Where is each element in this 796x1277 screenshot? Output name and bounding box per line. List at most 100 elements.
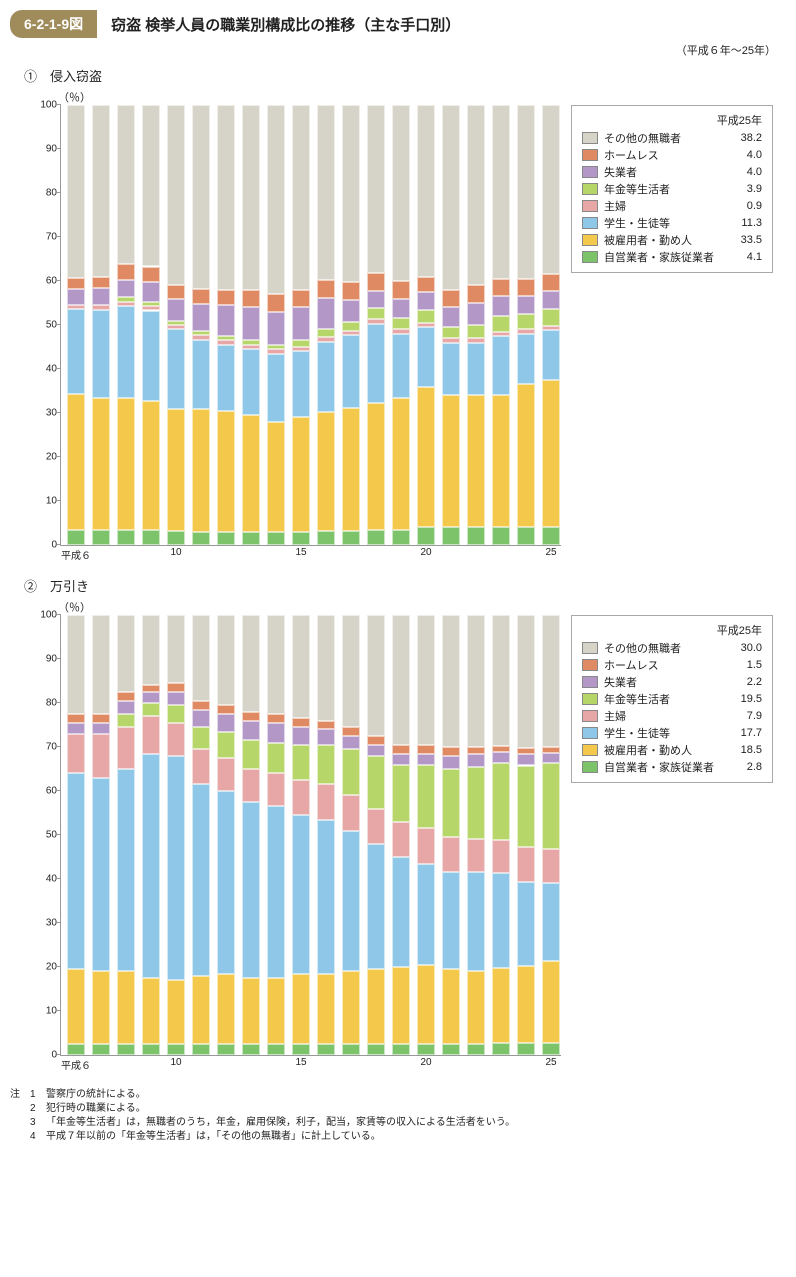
bar-segment-hikoy	[367, 969, 385, 1044]
bar-segment-shitsu	[292, 727, 310, 745]
bar-segment-hikoy	[542, 380, 560, 527]
bar-segment-homeless	[167, 683, 185, 692]
bar-segment-jiei	[117, 530, 135, 545]
legend-label: 主婦	[604, 198, 728, 214]
bar-segment-homeless	[67, 278, 85, 289]
bar	[142, 105, 160, 545]
bar-segment-sonota	[167, 615, 185, 683]
bar-segment-hikoy	[517, 384, 535, 527]
legend-swatch	[582, 234, 598, 246]
bar-segment-gakusei	[492, 336, 510, 395]
bar-segment-gakusei	[267, 806, 285, 978]
legend-row: 年金等生活者3.9	[582, 181, 762, 197]
bar-segment-gakusei	[292, 815, 310, 973]
bar-segment-shitsu	[142, 692, 160, 703]
y-tick-label: 100	[40, 610, 61, 621]
bar-segment-nenkin	[367, 308, 385, 319]
legend-manbiki: 平成25年その他の無職者30.0ホームレス1.5失業者2.2年金等生活者19.5…	[571, 615, 773, 783]
bar-segment-shitsu	[517, 296, 535, 314]
bar-segment-homeless	[542, 747, 560, 754]
legend-value: 1.5	[728, 659, 762, 671]
legend-label: 主婦	[604, 708, 728, 724]
legend-value: 19.5	[728, 693, 762, 705]
bar-segment-hikoy	[342, 971, 360, 1044]
legend-label: 自営業者・家族従業者	[604, 249, 728, 265]
figure-title: 窃盗 検挙人員の職業別構成比の推移（主な手口別）	[111, 14, 460, 35]
bar-segment-shufu	[292, 347, 310, 351]
bar-segment-gakusei	[417, 864, 435, 965]
bar-segment-jiei	[117, 1044, 135, 1055]
bar	[142, 615, 160, 1055]
note-number: 2	[30, 1102, 46, 1116]
bar-segment-hikoy	[367, 403, 385, 531]
legend-swatch	[582, 217, 598, 229]
bar-segment-jiei	[467, 1044, 485, 1055]
bar-segment-hikoy	[92, 971, 110, 1044]
bar-segment-shufu	[267, 773, 285, 806]
legend-row: 失業者4.0	[582, 164, 762, 180]
legend-value: 18.5	[728, 744, 762, 756]
legend-label: ホームレス	[604, 657, 728, 673]
bar-segment-shitsu	[167, 692, 185, 705]
y-tick-label: 60	[46, 786, 61, 797]
bar-segment-sonota	[492, 105, 510, 279]
bar	[542, 615, 560, 1055]
bar-segment-shufu	[192, 335, 210, 339]
legend-row: その他の無職者30.0	[582, 640, 762, 656]
bar-segment-gakusei	[92, 310, 110, 398]
bar-segment-hikoy	[417, 965, 435, 1044]
bar-segment-shitsu	[542, 753, 560, 763]
bar-segment-hikoy	[67, 394, 85, 530]
bar-segment-shufu	[242, 345, 260, 349]
bar-segment-jiei	[467, 527, 485, 545]
bar-segment-sonota	[317, 615, 335, 721]
bar-segment-gakusei	[442, 872, 460, 969]
bar-segment-hikoy	[167, 980, 185, 1044]
bar-segment-jiei	[417, 527, 435, 545]
bar-segment-gakusei	[67, 309, 85, 394]
bar-segment-shufu	[317, 337, 335, 341]
legend-row: 年金等生活者19.5	[582, 691, 762, 707]
bar-segment-homeless	[492, 279, 510, 297]
legend-swatch	[582, 744, 598, 756]
bar-segment-hikoy	[267, 422, 285, 532]
bar-segment-sonota	[367, 105, 385, 273]
bar-segment-nenkin	[117, 714, 135, 727]
bar-segment-jiei	[92, 530, 110, 545]
legend-value: 30.0	[728, 642, 762, 654]
bar-segment-hikoy	[192, 976, 210, 1044]
bar-segment-nenkin	[292, 340, 310, 347]
bar-segment-gakusei	[267, 354, 285, 422]
bar-segment-sonota	[92, 615, 110, 714]
legend-value: 4.0	[728, 166, 762, 178]
bar	[192, 105, 210, 545]
note-number: 4	[30, 1130, 46, 1144]
bar-segment-jiei	[142, 530, 160, 545]
bar-segment-shufu	[342, 795, 360, 830]
bar-segment-shufu	[542, 849, 560, 884]
legend-swatch	[582, 710, 598, 722]
bar-segment-gakusei	[442, 343, 460, 396]
bar-segment-hikoy	[317, 412, 335, 531]
legend-shinnyu: 平成25年その他の無職者38.2ホームレス4.0失業者4.0年金等生活者3.9主…	[571, 105, 773, 273]
legend-swatch	[582, 642, 598, 654]
legend-row: その他の無職者38.2	[582, 130, 762, 146]
bar-segment-nenkin	[467, 325, 485, 338]
legend-value: 38.2	[728, 132, 762, 144]
bar-segment-gakusei	[342, 831, 360, 972]
bar-segment-shitsu	[117, 280, 135, 298]
bar-segment-jiei	[167, 1044, 185, 1055]
chart-subtitle: ② 万引き	[24, 576, 786, 595]
bar-segment-homeless	[392, 281, 410, 299]
bar	[67, 105, 85, 545]
bar-segment-sonota	[242, 105, 260, 290]
note-number: 1	[30, 1088, 46, 1102]
bar-segment-shufu	[542, 326, 560, 330]
y-axis-unit: （％）	[58, 599, 786, 615]
x-tick-label: 10	[170, 1055, 181, 1068]
legend-row: 主婦0.9	[582, 198, 762, 214]
bar-segment-gakusei	[142, 754, 160, 978]
bar-segment-shufu	[167, 723, 185, 756]
bar-segment-shitsu	[317, 729, 335, 744]
x-tick-label: 25	[545, 545, 556, 558]
